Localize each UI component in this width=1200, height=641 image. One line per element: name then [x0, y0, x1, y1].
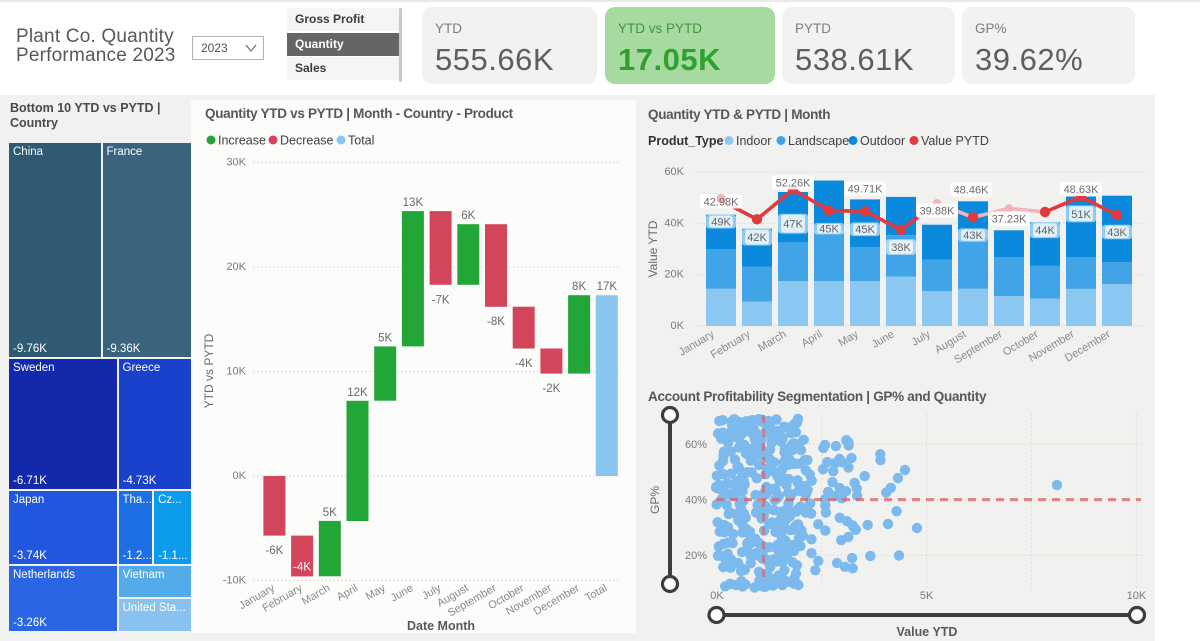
svg-text:June: June — [389, 582, 416, 604]
svg-text:49K: 49K — [711, 217, 731, 229]
svg-text:Value YTD: Value YTD — [646, 220, 660, 277]
svg-text:Date Month: Date Month — [407, 619, 475, 633]
svg-text:Total: Total — [583, 582, 609, 604]
svg-text:Quantity YTD & PYTD | Month: Quantity YTD & PYTD | Month — [648, 107, 830, 122]
svg-text:20K: 20K — [226, 261, 246, 273]
svg-text:45K: 45K — [855, 224, 875, 236]
svg-text:40%: 40% — [685, 495, 707, 507]
svg-text:60%: 60% — [685, 439, 707, 451]
svg-text:-7K: -7K — [432, 294, 450, 306]
svg-text:17K: 17K — [597, 281, 618, 293]
svg-text:-10K: -10K — [223, 575, 247, 587]
svg-text:-4K: -4K — [515, 358, 533, 370]
svg-text:Increase: Increase — [218, 134, 266, 148]
svg-text:Quantity YTD vs PYTD | Month -: Quantity YTD vs PYTD | Month - Country -… — [205, 106, 514, 121]
svg-text:GP%: GP% — [648, 486, 662, 514]
svg-text:Landscape: Landscape — [788, 134, 849, 148]
svg-text:May: May — [364, 582, 388, 603]
svg-text:20K: 20K — [664, 269, 684, 281]
svg-text:60K: 60K — [664, 166, 684, 178]
svg-text:48.63K: 48.63K — [1064, 184, 1100, 196]
svg-text:Produt_Type: Produt_Type — [648, 134, 724, 148]
svg-text:12K: 12K — [347, 387, 368, 399]
svg-text:8K: 8K — [572, 281, 586, 293]
svg-text:10K: 10K — [1127, 590, 1147, 602]
svg-text:July: July — [910, 328, 933, 349]
svg-text:5K: 5K — [920, 590, 934, 602]
svg-text:42.98K: 42.98K — [704, 196, 740, 208]
svg-text:43K: 43K — [963, 230, 983, 242]
svg-text:0K: 0K — [233, 470, 247, 482]
svg-text:-4K: -4K — [293, 561, 311, 573]
svg-text:10K: 10K — [226, 366, 246, 378]
svg-text:February: February — [709, 328, 753, 361]
svg-text:45K: 45K — [819, 224, 839, 236]
svg-text:43K: 43K — [1107, 227, 1127, 239]
svg-text:0K: 0K — [710, 590, 724, 602]
svg-text:YTD vs PYTD: YTD vs PYTD — [202, 333, 216, 408]
svg-text:48.46K: 48.46K — [954, 184, 990, 196]
svg-text:5K: 5K — [378, 332, 392, 344]
svg-text:March: March — [756, 328, 788, 354]
svg-text:40K: 40K — [664, 217, 684, 229]
svg-text:March: March — [300, 582, 332, 608]
svg-text:May: May — [837, 328, 861, 349]
svg-text:Outdoor: Outdoor — [860, 134, 905, 148]
svg-text:0K: 0K — [671, 320, 685, 332]
svg-text:42K: 42K — [747, 232, 767, 244]
svg-text:52.26K: 52.26K — [776, 177, 812, 189]
svg-text:June: June — [870, 328, 897, 351]
svg-text:37.23K: 37.23K — [992, 213, 1028, 225]
svg-text:Decrease: Decrease — [280, 134, 334, 148]
svg-text:Account Profitability Segmenta: Account Profitability Segmentation | GP%… — [648, 389, 987, 404]
svg-text:Value PYTD: Value PYTD — [921, 134, 989, 148]
svg-text:April: April — [799, 328, 824, 350]
svg-text:49.71K: 49.71K — [848, 183, 884, 195]
svg-text:44K: 44K — [1035, 225, 1055, 237]
svg-text:5K: 5K — [323, 507, 337, 519]
svg-text:6K: 6K — [461, 210, 475, 222]
svg-text:38K: 38K — [891, 242, 911, 254]
svg-text:30K: 30K — [226, 157, 246, 169]
svg-text:Total: Total — [348, 134, 374, 148]
svg-text:20%: 20% — [685, 550, 707, 562]
svg-text:-2K: -2K — [542, 383, 560, 395]
svg-text:April: April — [335, 582, 360, 603]
svg-text:47K: 47K — [783, 219, 803, 231]
svg-text:Indoor: Indoor — [736, 134, 771, 148]
svg-text:-6K: -6K — [265, 545, 283, 557]
svg-text:51K: 51K — [1071, 209, 1091, 221]
svg-text:13K: 13K — [403, 197, 424, 209]
svg-text:-8K: -8K — [487, 316, 505, 328]
svg-text:39.88K: 39.88K — [920, 205, 956, 217]
svg-text:Value YTD: Value YTD — [897, 625, 958, 639]
